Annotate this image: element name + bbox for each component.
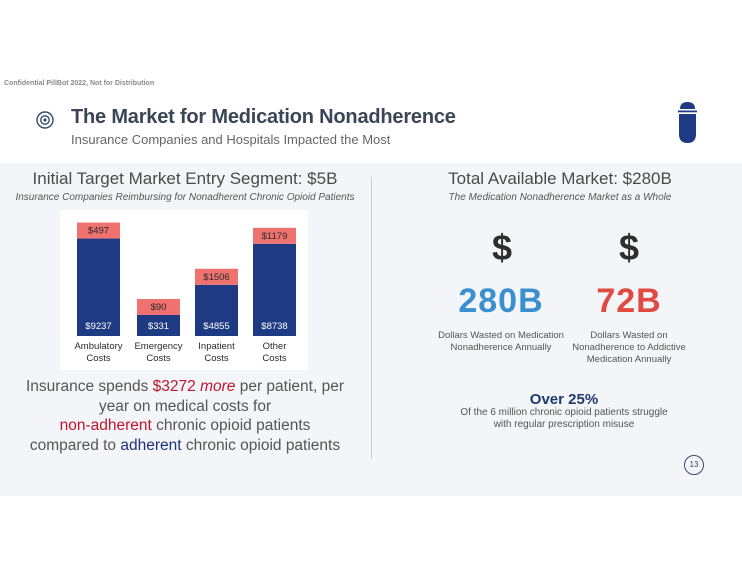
statement-text: compared to (29, 436, 121, 454)
stat-72b: 72B (596, 282, 662, 320)
over-25-description: Of the 6 million chronic opioid patients… (434, 407, 694, 431)
statement-text: chronic opioid patients (181, 436, 341, 454)
statement-adherent: adherent (120, 436, 182, 454)
description-line: Of the 6 million chronic opioid patients… (460, 407, 668, 418)
right-subheading: The Medication Nonadherence Market as a … (448, 192, 672, 203)
insurance-statement: Insurance spends $3272 more per patient,… (0, 377, 370, 455)
stat-72b-caption: Dollars Wasted on Nonadherence to Addict… (566, 330, 692, 366)
right-heading: Total Available Market: $280B (448, 169, 672, 188)
caption-line: Dollars Wasted on Medication (438, 330, 564, 341)
statement-more: more (200, 378, 236, 395)
caption-line: Medication Annually (586, 354, 672, 365)
caption-line: Nonadherence Annually (450, 342, 552, 353)
statement-non-adherent: non-adherent (59, 417, 152, 434)
column-divider (371, 177, 372, 459)
left-subheading: Insurance Companies Reimbursing for Nona… (15, 192, 355, 203)
confidential-notice: Confidential PillBot 2022, Not for Distr… (4, 80, 155, 87)
caption-line: Nonadherence to Addictive (572, 342, 686, 353)
over-25-highlight: Over 25% (529, 391, 599, 408)
left-heading: Initial Target Market Entry Segment: $5B (32, 169, 338, 188)
page-title: The Market for Medication Nonadherence (71, 106, 456, 128)
dollar-icon: $ (618, 227, 640, 268)
statement-text: Insurance spends (26, 378, 153, 395)
statement-amount: $3272 (152, 378, 196, 395)
pillbot-logo (678, 102, 697, 143)
target-icon (36, 111, 54, 129)
stat-280b: 280B (458, 282, 544, 320)
statement-text: chronic opioid patients (151, 417, 311, 434)
chart-background (60, 210, 308, 370)
caption-line: Dollars Wasted on (590, 330, 668, 341)
statement-text: year on medical costs for (98, 397, 272, 415)
statement-text: per patient, per (235, 378, 344, 395)
dollar-icon: $ (491, 227, 513, 268)
stat-280b-caption: Dollars Wasted on Medication Nonadherenc… (431, 330, 571, 354)
page-number: 13 (684, 455, 704, 475)
description-line: with regular prescription misuse (493, 419, 635, 430)
page-subtitle: Insurance Companies and Hospitals Impact… (71, 132, 391, 147)
